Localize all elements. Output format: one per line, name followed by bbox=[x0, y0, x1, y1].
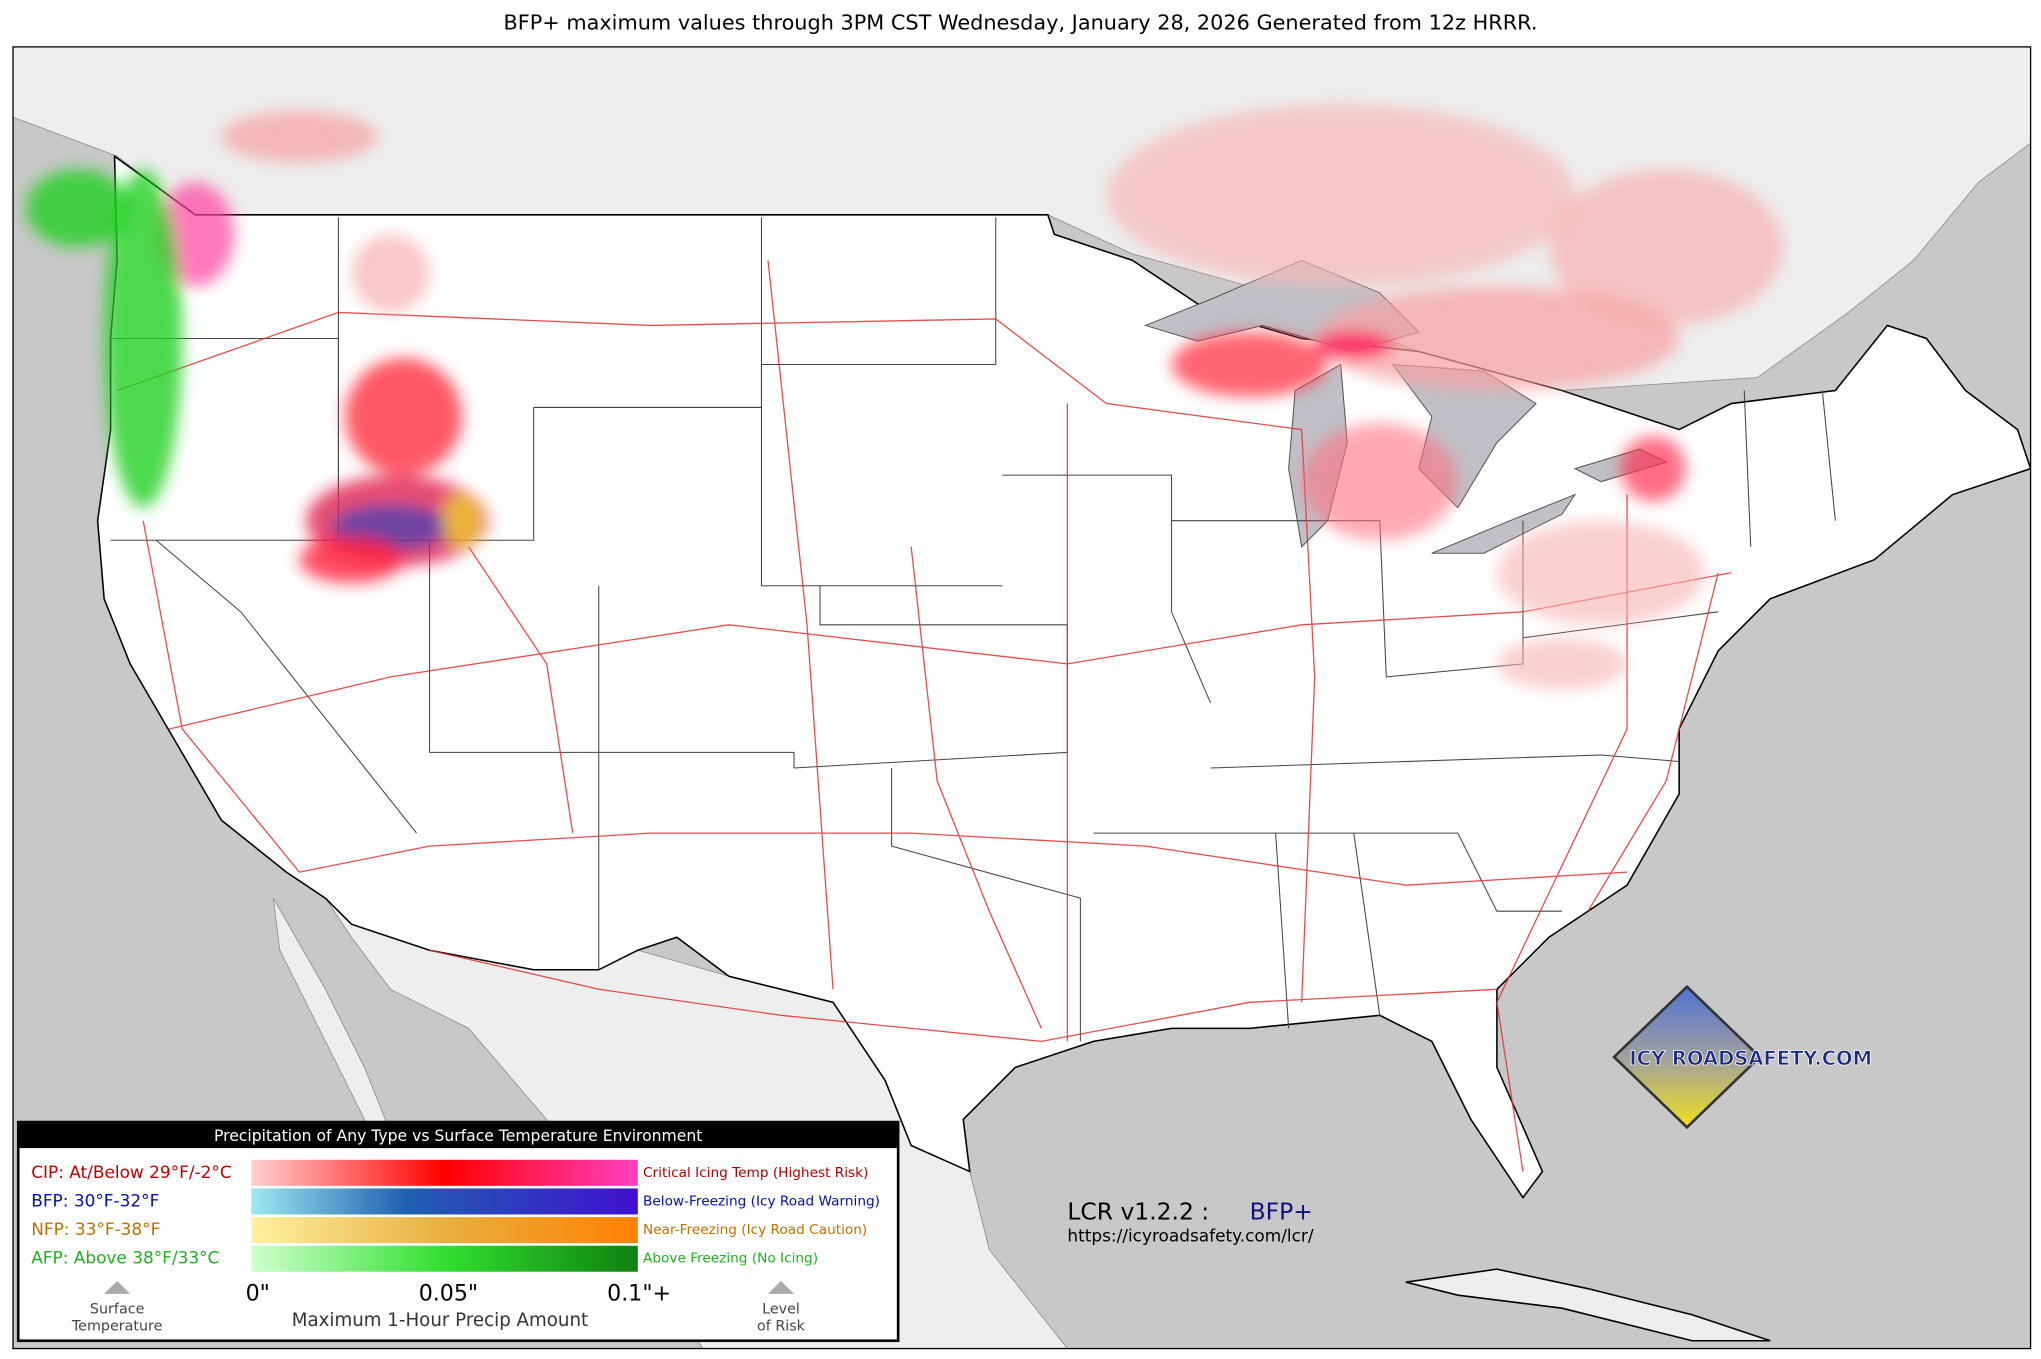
united-states bbox=[96, 154, 2031, 1199]
interstates bbox=[116, 260, 1732, 1172]
legend-gradient bbox=[251, 1188, 638, 1215]
precip-field bbox=[26, 104, 1784, 690]
risk-label: of Risk bbox=[757, 1318, 806, 1334]
state-borders bbox=[110, 217, 1836, 1042]
map-frame bbox=[12, 46, 2032, 1350]
legend-row-description: Above Freezing (No Icing) bbox=[643, 1251, 818, 1267]
legend-gradient bbox=[251, 1217, 638, 1244]
scale-title: Maximum 1-Hour Precip Amount bbox=[292, 1310, 588, 1331]
legend-row-description: Critical Icing Temp (Highest Risk) bbox=[643, 1165, 868, 1181]
version-product: BFP+ bbox=[1250, 1198, 1313, 1226]
legend-row-label: CIP: At/Below 29°F/-2°C bbox=[31, 1162, 231, 1182]
surface-label: Temperature bbox=[71, 1318, 163, 1334]
logo: ICY ROADSAFETY.COM bbox=[1612, 984, 1872, 1130]
legend-scale: 0" 0.05" 0.1"+ bbox=[246, 1280, 671, 1306]
legend: Precipitation of Any Type vs Surface Tem… bbox=[16, 1120, 900, 1343]
lake-erie bbox=[1431, 493, 1577, 554]
logo-text: ICY ROADSAFETY.COM bbox=[1629, 1047, 1872, 1070]
cuba bbox=[1405, 1268, 1771, 1342]
legend-row-label: AFP: Above 38°F/33°C bbox=[31, 1248, 219, 1268]
version-name: LCR v1.2.2 : bbox=[1067, 1198, 1209, 1226]
surface-label: Surface bbox=[90, 1302, 145, 1318]
legend-row-description: Near-Freezing (Icy Road Caution) bbox=[643, 1222, 867, 1238]
legend-header: Precipitation of Any Type vs Surface Tem… bbox=[214, 1127, 702, 1145]
legend-row-label: BFP: 30°F-32°F bbox=[31, 1190, 159, 1210]
arrow-up bbox=[104, 1280, 131, 1294]
scale-label: 0.05" bbox=[419, 1280, 478, 1306]
legend-row-label: NFP: 33°F-38°F bbox=[31, 1219, 160, 1239]
legend-header-bar bbox=[18, 1122, 899, 1149]
risk-label: Level bbox=[762, 1302, 800, 1318]
legend-rows: CIP: At/Below 29°F/-2°C Critical Icing Te… bbox=[31, 1159, 880, 1272]
scale-label: 0.1"+ bbox=[607, 1280, 671, 1306]
logo-diamond bbox=[1612, 984, 1762, 1130]
version-url: https://icyroadsafety.com/lcr/ bbox=[1067, 1226, 1313, 1246]
legend-gradient bbox=[251, 1245, 638, 1272]
legend-row-description: Below-Freezing (Icy Road Warning) bbox=[643, 1193, 880, 1209]
legend-gradient bbox=[251, 1159, 638, 1186]
arrow-up bbox=[767, 1280, 795, 1294]
map-title: BFP+ maximum values through 3PM CST Wedn… bbox=[503, 10, 1537, 34]
scale-label: 0" bbox=[246, 1280, 270, 1306]
